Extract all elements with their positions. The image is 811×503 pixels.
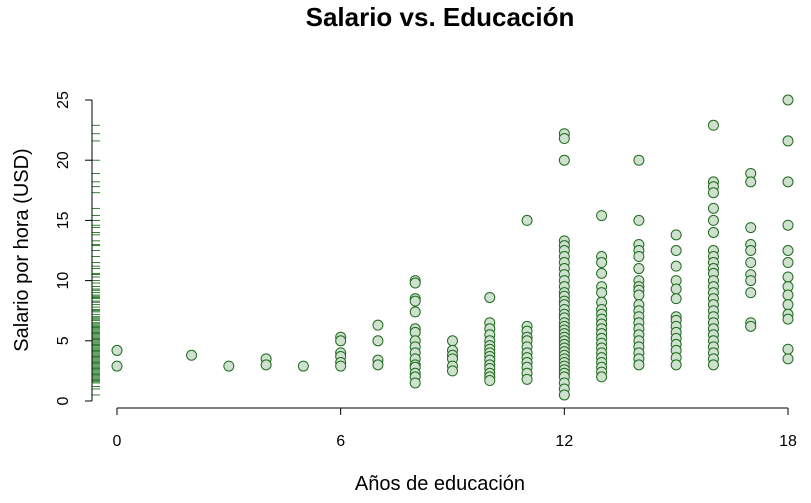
data-point — [707, 119, 719, 131]
y-tick-label: 5 — [55, 336, 72, 345]
data-point — [484, 291, 496, 303]
data-point — [596, 210, 608, 222]
data-point — [260, 359, 272, 371]
data-point — [633, 154, 645, 166]
x-tick-label: 12 — [555, 433, 573, 450]
x-axis-label: Años de educación — [355, 473, 525, 495]
data-point — [409, 295, 421, 307]
y-tick-label: 15 — [55, 211, 72, 229]
data-point — [633, 359, 645, 371]
data-point — [409, 306, 421, 318]
data-point — [782, 245, 794, 256]
data-point — [670, 283, 682, 295]
data-point — [707, 202, 719, 214]
data-point — [707, 359, 719, 371]
data-point — [633, 251, 645, 263]
data-point — [782, 343, 794, 355]
data-point — [596, 287, 608, 299]
data-point — [670, 260, 682, 272]
data-point — [670, 293, 682, 305]
data-point — [409, 277, 421, 289]
data-point — [372, 319, 384, 331]
y-tick-label: 0 — [55, 396, 72, 405]
y-tick-label: 20 — [55, 151, 72, 169]
x-tick-label: 6 — [336, 433, 345, 450]
data-point — [633, 263, 645, 275]
data-point — [558, 389, 570, 401]
x-tick-label: 0 — [113, 433, 122, 450]
data-point — [596, 257, 608, 269]
axes: 0 6 12 18 0 5 10 15 20 25 — [55, 91, 797, 450]
data-point — [745, 287, 757, 299]
data-point — [782, 271, 794, 283]
data-point — [745, 176, 757, 188]
data-point — [596, 371, 608, 383]
data-point — [782, 257, 794, 269]
data-point — [707, 214, 719, 226]
data-point — [745, 245, 757, 256]
data-point — [782, 299, 794, 311]
data-point — [409, 377, 421, 389]
data-point — [633, 289, 645, 301]
data-point — [745, 275, 757, 287]
data-point — [186, 349, 198, 361]
data-point — [558, 154, 570, 166]
data-point — [335, 360, 347, 372]
data-point — [596, 267, 608, 279]
data-points — [111, 94, 794, 401]
data-point — [372, 335, 384, 347]
data-point — [782, 353, 794, 365]
chart-title: Salario vs. Educación — [306, 2, 575, 32]
data-point — [782, 219, 794, 231]
y-tick-label: 10 — [55, 272, 72, 290]
data-point — [484, 375, 496, 387]
data-point — [670, 359, 682, 371]
data-point — [633, 214, 645, 226]
data-point — [782, 135, 794, 147]
y-axis-label: Salario por hora (USD) — [11, 148, 33, 351]
x-tick-label: 18 — [779, 433, 797, 450]
data-point — [372, 359, 384, 371]
data-point — [558, 133, 570, 145]
data-point — [447, 335, 458, 347]
data-point — [707, 187, 719, 199]
data-point — [782, 289, 794, 301]
data-point — [111, 344, 123, 356]
data-point — [521, 373, 533, 385]
data-point — [707, 226, 719, 238]
data-point — [782, 94, 794, 106]
data-point — [335, 335, 347, 347]
data-point — [745, 257, 757, 269]
data-point — [745, 320, 757, 332]
data-point — [297, 360, 309, 372]
data-point — [111, 360, 123, 372]
data-point — [782, 313, 794, 325]
data-point — [782, 176, 794, 188]
y-rug — [92, 124, 100, 396]
data-point — [521, 214, 533, 226]
data-point — [670, 229, 682, 241]
y-tick-label: 25 — [55, 91, 72, 109]
data-point — [745, 222, 757, 234]
data-point — [447, 365, 458, 377]
data-point — [670, 245, 682, 256]
data-point — [223, 360, 235, 372]
